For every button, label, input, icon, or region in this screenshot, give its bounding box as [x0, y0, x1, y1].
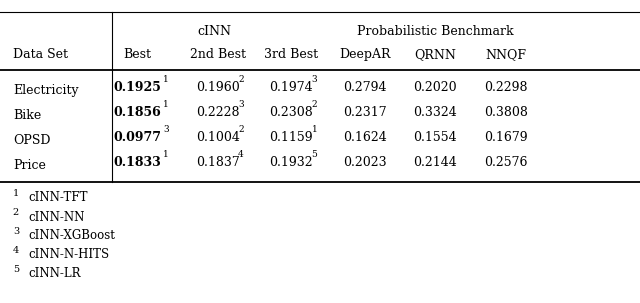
Text: 2: 2 — [238, 75, 244, 85]
Text: Electricity: Electricity — [13, 85, 79, 97]
Text: cINN: cINN — [197, 25, 232, 38]
Text: 0.1856: 0.1856 — [114, 106, 161, 119]
Text: 1: 1 — [163, 150, 169, 159]
Text: NNQF: NNQF — [485, 48, 526, 61]
Text: Price: Price — [13, 159, 45, 172]
Text: 1: 1 — [163, 75, 169, 85]
Text: 0.1932: 0.1932 — [269, 156, 313, 169]
Text: 3rd Best: 3rd Best — [264, 48, 318, 61]
Text: 0.2228: 0.2228 — [196, 106, 239, 119]
Text: 0.1679: 0.1679 — [484, 131, 527, 144]
Text: 0.2298: 0.2298 — [484, 81, 527, 94]
Text: 0.2576: 0.2576 — [484, 156, 527, 169]
Text: 1: 1 — [312, 125, 317, 135]
Text: 0.2317: 0.2317 — [343, 106, 387, 119]
Text: cINN-N-HITS: cINN-N-HITS — [29, 248, 110, 261]
Text: Bike: Bike — [13, 109, 41, 122]
Text: 2: 2 — [13, 208, 19, 217]
Text: 0.1833: 0.1833 — [114, 156, 161, 169]
Text: 3: 3 — [312, 75, 317, 85]
Text: 2: 2 — [238, 125, 244, 135]
Text: 5: 5 — [312, 150, 317, 159]
Text: 2: 2 — [312, 100, 317, 109]
Text: 0.2144: 0.2144 — [413, 156, 457, 169]
Text: 0.1974: 0.1974 — [269, 81, 313, 94]
Text: 0.2794: 0.2794 — [343, 81, 387, 94]
Text: 0.1004: 0.1004 — [196, 131, 239, 144]
Text: 2nd Best: 2nd Best — [189, 48, 246, 61]
Text: 0.1159: 0.1159 — [269, 131, 313, 144]
Text: cINN-TFT: cINN-TFT — [29, 191, 88, 205]
Text: 0.2020: 0.2020 — [413, 81, 457, 94]
Text: 0.1554: 0.1554 — [413, 131, 457, 144]
Text: Probabilistic Benchmark: Probabilistic Benchmark — [357, 25, 513, 38]
Text: 1: 1 — [13, 189, 19, 198]
Text: OPSD: OPSD — [13, 135, 51, 147]
Text: 0.1925: 0.1925 — [114, 81, 161, 94]
Text: cINN-LR: cINN-LR — [29, 267, 81, 280]
Text: cINN-NN: cINN-NN — [29, 211, 85, 224]
Text: cINN-XGBoost: cINN-XGBoost — [29, 229, 116, 242]
Text: 5: 5 — [13, 265, 19, 274]
Text: 0.3324: 0.3324 — [413, 106, 457, 119]
Text: 3: 3 — [13, 227, 19, 236]
Text: 0.1837: 0.1837 — [196, 156, 239, 169]
Text: 3: 3 — [238, 100, 244, 109]
Text: DeepAR: DeepAR — [339, 48, 390, 61]
Text: Data Set: Data Set — [13, 48, 68, 61]
Text: Best: Best — [124, 48, 152, 61]
Text: 0.2308: 0.2308 — [269, 106, 313, 119]
Text: 1: 1 — [163, 100, 169, 109]
Text: QRNN: QRNN — [414, 48, 456, 61]
Text: 0.1960: 0.1960 — [196, 81, 239, 94]
Text: 4: 4 — [238, 150, 244, 159]
Text: 0.3808: 0.3808 — [484, 106, 527, 119]
Text: 0.1624: 0.1624 — [343, 131, 387, 144]
Text: 0.2023: 0.2023 — [343, 156, 387, 169]
Text: 3: 3 — [163, 125, 169, 135]
Text: 4: 4 — [13, 246, 19, 255]
Text: 0.0977: 0.0977 — [114, 131, 161, 144]
